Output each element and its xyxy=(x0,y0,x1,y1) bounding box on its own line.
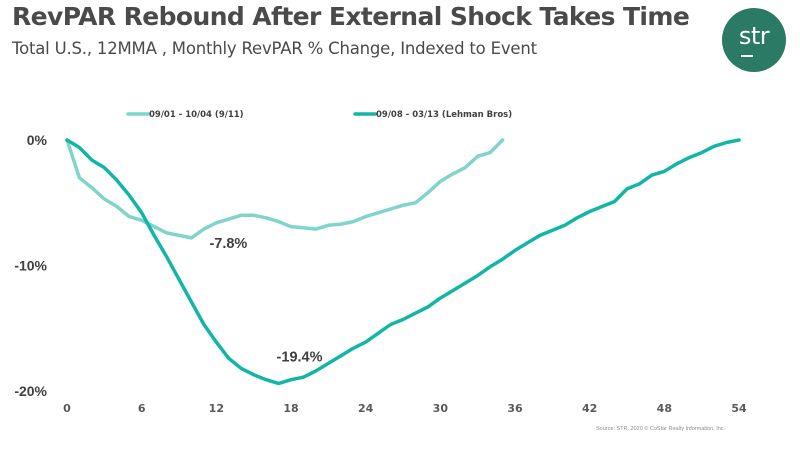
x-axis: 0 6 12 18 24 30 36 42 48 54 xyxy=(63,402,747,415)
x-tick-label: 36 xyxy=(507,402,523,415)
y-tick-label: 0% xyxy=(27,132,48,148)
source-note: Source: STR. 2020 © CoStar Realty Inform… xyxy=(596,426,726,432)
y-tick-label: -10% xyxy=(14,258,47,274)
legend-label: 09/08 - 03/13 (Lehman Bros) xyxy=(376,110,512,120)
str-logo-icon: str xyxy=(722,8,786,72)
series-line-1 xyxy=(65,138,741,386)
data-label: -19.4% xyxy=(277,349,323,365)
legend: 09/01 - 10/04 (9/11) 09/08 - 03/13 (Lehma… xyxy=(126,110,512,120)
annotations: -7.8% -19.4% xyxy=(209,236,322,366)
x-tick-label: 54 xyxy=(731,402,747,415)
x-tick-label: 6 xyxy=(138,402,146,415)
x-tick-label: 24 xyxy=(358,402,374,415)
series-group xyxy=(65,138,741,386)
x-tick-label: 30 xyxy=(433,402,449,415)
logo-underline xyxy=(741,55,753,57)
chart-title: RevPAR Rebound After External Shock Take… xyxy=(12,2,690,31)
x-tick-label: 0 xyxy=(63,402,71,415)
logo-text: str xyxy=(738,22,770,50)
data-label: -7.8% xyxy=(209,236,247,252)
y-tick-label: -20% xyxy=(14,383,47,399)
x-tick-label: 18 xyxy=(283,402,298,415)
chart-subtitle: Total U.S., 12MMA , Monthly RevPAR % Cha… xyxy=(12,39,537,58)
y-axis: 0% -10% -20% xyxy=(14,132,47,399)
series-line-0 xyxy=(65,138,505,240)
legend-label: 09/01 - 10/04 (9/11) xyxy=(149,110,244,120)
x-tick-label: 12 xyxy=(209,402,224,415)
x-tick-label: 42 xyxy=(582,402,597,415)
x-tick-label: 48 xyxy=(657,402,672,415)
